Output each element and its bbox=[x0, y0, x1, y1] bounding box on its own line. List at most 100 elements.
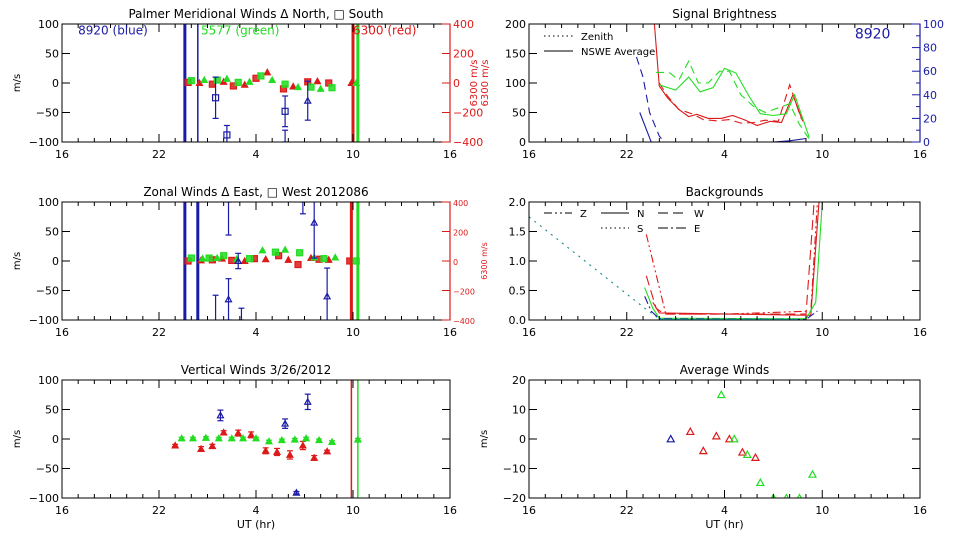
data-point-square bbox=[257, 72, 265, 80]
series-red bbox=[685, 426, 760, 461]
y-tick-label: 100 bbox=[38, 374, 59, 387]
x-tick-label: 22 bbox=[620, 148, 634, 161]
annotation-label: 8920 (blue) bbox=[78, 23, 148, 37]
series-line bbox=[645, 202, 815, 315]
data-point-triangle bbox=[315, 435, 324, 444]
data-point-triangle bbox=[281, 245, 290, 253]
y-tick-label: 150 bbox=[505, 48, 526, 61]
data-point-square bbox=[187, 77, 195, 85]
series-green bbox=[187, 72, 361, 92]
y-tick-label: 1.5 bbox=[509, 226, 527, 239]
right-y-tick-label: 60 bbox=[923, 65, 937, 78]
x-tick-label: 16 bbox=[913, 148, 927, 161]
data-point-square bbox=[245, 255, 254, 263]
y-tick-label: −20 bbox=[503, 492, 526, 505]
y-tick-label: −50 bbox=[36, 463, 59, 476]
panel-average-winds: Average Winds UT (hr) 16 22 4 10 16−20−10010… bbox=[479, 363, 927, 531]
x-tick-label: 16 bbox=[522, 504, 536, 517]
data-point-triangle bbox=[177, 434, 186, 442]
right-y-tick-label: 40 bbox=[923, 89, 937, 102]
annotation-label: 6300 (red) bbox=[353, 23, 416, 37]
data-point-triangle bbox=[188, 434, 197, 442]
y-tick-label: 0 bbox=[52, 255, 59, 268]
legend-label: S bbox=[637, 224, 643, 235]
series-line bbox=[658, 82, 802, 124]
data-point-triangle bbox=[222, 74, 231, 82]
data-point-triangle bbox=[272, 447, 282, 455]
data-point-triangle bbox=[213, 253, 222, 262]
right-y-tick-label: 80 bbox=[923, 42, 937, 55]
y-tick-label: 100 bbox=[38, 196, 59, 209]
series-line bbox=[659, 67, 810, 138]
panel-signal-brightness: Signal Brightness 16 22 4 10 160501001502006… bbox=[469, 7, 944, 161]
right-y-tick-label: −400 bbox=[453, 136, 483, 149]
data-point-triangle bbox=[264, 437, 273, 445]
data-point-triangle bbox=[729, 434, 739, 443]
data-point-triangle bbox=[290, 435, 299, 443]
data-point-triangle bbox=[292, 488, 301, 496]
series-red bbox=[171, 428, 332, 461]
chart-title: Zonal Winds Δ East, □ West 2012086 bbox=[143, 185, 368, 199]
data-point-triangle bbox=[234, 256, 243, 264]
data-point-triangle bbox=[171, 441, 180, 449]
data-point-square bbox=[281, 80, 289, 88]
y-tick-label: 50 bbox=[45, 226, 59, 239]
y-tick-label: 100 bbox=[38, 18, 59, 31]
data-point-triangle bbox=[666, 434, 676, 443]
legend: Zenith NSWE Average bbox=[544, 32, 655, 58]
data-point-triangle bbox=[261, 254, 270, 263]
right-y-tick-label: 20 bbox=[923, 112, 937, 125]
x-tick-label: 16 bbox=[443, 504, 457, 517]
legend-label: W bbox=[694, 209, 704, 220]
series-line bbox=[656, 59, 810, 140]
data-point-triangle bbox=[285, 450, 294, 458]
y-tick-label: 10 bbox=[512, 404, 526, 417]
x-tick-label: 16 bbox=[443, 326, 457, 339]
series-line bbox=[653, 24, 804, 127]
data-point-triangle bbox=[239, 434, 248, 442]
x-tick-label: 22 bbox=[620, 326, 634, 339]
y-tick-label: 1.0 bbox=[509, 255, 527, 268]
series-line bbox=[645, 202, 818, 315]
data-point-triangle bbox=[258, 246, 267, 254]
data-point-triangle bbox=[208, 441, 217, 450]
y-tick-label: 50 bbox=[512, 107, 526, 120]
legend-label: N bbox=[637, 209, 644, 220]
y-tick-label: 0.0 bbox=[509, 314, 527, 327]
y-axis-label: m/s bbox=[479, 430, 490, 448]
x-tick-label: 16 bbox=[522, 148, 536, 161]
data-point-triangle bbox=[310, 218, 319, 226]
right-y-tick-label: 400 bbox=[453, 18, 474, 31]
data-point-triangle bbox=[685, 426, 695, 436]
data-point-triangle bbox=[737, 447, 747, 456]
right-y-tick-label: 0 bbox=[923, 136, 930, 149]
panel-meridional-winds: Palmer Meridional Winds Δ North, □ South… bbox=[12, 7, 491, 161]
data-point-triangle bbox=[219, 428, 228, 436]
right-y-tick-label: 400 bbox=[453, 199, 468, 208]
panel-vertical-winds: Vertical Winds 3/26/2012 UT (hr) 16 22 4 10… bbox=[12, 363, 457, 531]
data-point-triangle bbox=[224, 295, 233, 303]
chart-title: Signal Brightness bbox=[672, 7, 777, 21]
x-tick-label: 10 bbox=[815, 504, 829, 517]
series-blue bbox=[216, 393, 312, 496]
data-point-triangle bbox=[268, 75, 277, 84]
y-axis-label: m/s bbox=[12, 430, 23, 448]
legend-label: NSWE Average bbox=[581, 47, 655, 58]
x-tick-label: 16 bbox=[55, 504, 69, 517]
data-point-triangle bbox=[198, 254, 207, 262]
legend-label: E bbox=[694, 224, 700, 235]
data-point-square bbox=[211, 94, 220, 102]
series-green bbox=[716, 390, 817, 498]
y-tick-label: 50 bbox=[45, 404, 59, 417]
data-point-square bbox=[187, 254, 195, 262]
data-point-square bbox=[346, 257, 354, 265]
x-tick-label: 22 bbox=[152, 148, 166, 161]
annotation-label: 5577 (green) bbox=[201, 23, 279, 37]
plot-area bbox=[183, 202, 360, 320]
panel-zonal-winds: Zonal Winds Δ East, □ West 2012086 16 22 4… bbox=[12, 185, 489, 339]
x-tick-label: 16 bbox=[443, 148, 457, 161]
data-point-square bbox=[220, 252, 228, 260]
data-point-triangle bbox=[294, 82, 303, 91]
plot-area bbox=[171, 380, 362, 498]
